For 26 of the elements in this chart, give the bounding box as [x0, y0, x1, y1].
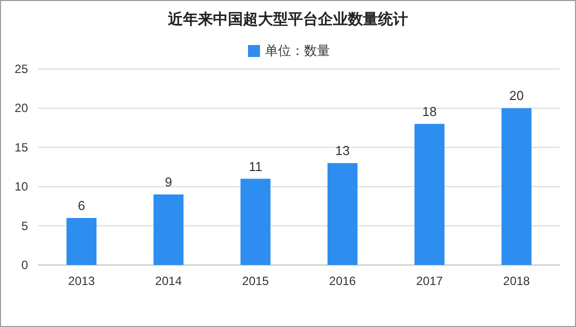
- y-tick-label: 25: [14, 62, 28, 76]
- y-tick-label: 20: [14, 101, 28, 116]
- x-tick-label: 2014: [155, 274, 182, 288]
- data-label: 20: [509, 88, 524, 104]
- data-label: 6: [78, 198, 86, 213]
- y-tick-label: 5: [21, 218, 28, 233]
- y-tick-label: 15: [14, 140, 28, 154]
- x-tick-label: 2017: [416, 274, 444, 288]
- x-tick-label: 2016: [329, 274, 356, 288]
- y-tick-label: 10: [14, 180, 28, 194]
- bar: [502, 108, 532, 265]
- x-tick-label: 2015: [242, 274, 270, 288]
- data-label: 9: [164, 174, 172, 190]
- bar: [414, 124, 444, 265]
- bar: [328, 163, 358, 265]
- data-label: 13: [335, 143, 350, 158]
- data-label: 18: [422, 104, 437, 119]
- chart-title: 近年来中国超大型平台企业数量统计: [167, 11, 408, 28]
- data-label: 11: [248, 158, 262, 174]
- legend-label: 单位：数量: [265, 43, 330, 58]
- bar: [66, 218, 96, 265]
- x-tick-label: 2018: [503, 274, 530, 288]
- bar: [240, 178, 270, 265]
- x-tick-label: 2013: [68, 274, 96, 288]
- bar: [154, 194, 184, 265]
- y-tick-label: 0: [21, 258, 28, 272]
